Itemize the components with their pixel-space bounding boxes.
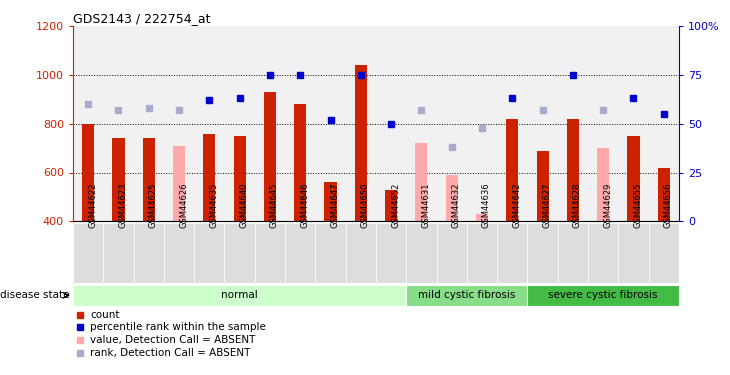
Text: GSM44622: GSM44622	[88, 183, 97, 228]
Text: GSM44647: GSM44647	[331, 182, 339, 228]
Bar	[294, 104, 307, 221]
Text: mild cystic fibrosis: mild cystic fibrosis	[418, 290, 515, 300]
Bar	[437, 223, 467, 283]
Text: GSM44656: GSM44656	[664, 182, 673, 228]
Text: GSM44642: GSM44642	[512, 183, 521, 228]
Text: rank, Detection Call = ABSENT: rank, Detection Call = ABSENT	[90, 348, 250, 358]
Bar	[134, 26, 164, 221]
Bar	[467, 223, 497, 283]
Text: GSM44655: GSM44655	[634, 183, 642, 228]
Bar	[528, 223, 558, 283]
Bar	[649, 223, 679, 283]
Text: GSM44632: GSM44632	[452, 182, 461, 228]
Text: value, Detection Call = ABSENT: value, Detection Call = ABSENT	[90, 335, 255, 345]
Bar	[649, 26, 679, 221]
Bar	[407, 26, 437, 221]
Bar	[537, 150, 549, 221]
Bar	[618, 223, 649, 283]
Bar	[476, 214, 488, 221]
Bar	[164, 223, 194, 283]
Bar	[315, 223, 346, 283]
Text: GSM44627: GSM44627	[542, 182, 552, 228]
Bar	[346, 26, 376, 221]
Bar	[285, 26, 315, 221]
Bar	[506, 119, 518, 221]
Bar	[315, 26, 346, 221]
Bar	[324, 182, 337, 221]
Bar	[194, 223, 225, 283]
Bar	[142, 138, 155, 221]
Bar	[104, 26, 134, 221]
Bar	[194, 26, 225, 221]
Text: GSM44631: GSM44631	[421, 182, 431, 228]
Bar	[566, 119, 579, 221]
Bar	[376, 223, 407, 283]
Bar	[134, 223, 164, 283]
Bar	[264, 92, 276, 221]
Text: GSM44646: GSM44646	[300, 182, 310, 228]
Bar	[73, 223, 104, 283]
Bar	[203, 134, 215, 221]
Bar	[627, 136, 639, 221]
Text: GSM44625: GSM44625	[149, 183, 158, 228]
Text: normal: normal	[221, 290, 258, 300]
Bar	[407, 223, 437, 283]
Text: percentile rank within the sample: percentile rank within the sample	[90, 322, 266, 333]
Bar	[467, 26, 497, 221]
Bar	[597, 148, 610, 221]
Bar	[445, 175, 458, 221]
Bar	[528, 26, 558, 221]
Bar	[558, 223, 588, 283]
Text: GDS2143 / 222754_at: GDS2143 / 222754_at	[73, 12, 210, 25]
Text: GSM44652: GSM44652	[391, 183, 400, 228]
Bar	[173, 146, 185, 221]
Bar	[285, 223, 315, 283]
Bar	[415, 143, 428, 221]
Text: GSM44623: GSM44623	[118, 182, 128, 228]
Bar	[558, 26, 588, 221]
Text: severe cystic fibrosis: severe cystic fibrosis	[548, 290, 658, 300]
Bar	[588, 223, 618, 283]
Bar	[437, 26, 467, 221]
Bar	[376, 26, 407, 221]
Bar	[407, 285, 528, 306]
Text: GSM44645: GSM44645	[270, 183, 279, 228]
Text: GSM44650: GSM44650	[361, 183, 370, 228]
Bar	[588, 26, 618, 221]
Text: GSM44636: GSM44636	[482, 182, 491, 228]
Text: count: count	[90, 310, 120, 320]
Bar	[385, 190, 397, 221]
Text: GSM44628: GSM44628	[573, 182, 582, 228]
Bar	[658, 168, 670, 221]
Bar	[73, 285, 407, 306]
Text: GSM44635: GSM44635	[210, 182, 218, 228]
Bar	[73, 26, 104, 221]
Bar	[618, 26, 649, 221]
Text: GSM44626: GSM44626	[179, 182, 188, 228]
Bar	[234, 136, 246, 221]
Bar	[497, 223, 528, 283]
Bar	[164, 26, 194, 221]
Bar	[82, 124, 94, 221]
Bar	[255, 223, 285, 283]
Bar	[528, 285, 679, 306]
Bar	[346, 223, 376, 283]
Bar	[355, 65, 367, 221]
Bar	[225, 223, 255, 283]
Bar	[497, 26, 528, 221]
Bar	[104, 223, 134, 283]
Text: GSM44629: GSM44629	[603, 183, 612, 228]
Text: disease state: disease state	[0, 290, 69, 300]
Bar	[225, 26, 255, 221]
Text: GSM44640: GSM44640	[239, 183, 249, 228]
Bar	[255, 26, 285, 221]
Bar	[112, 138, 125, 221]
